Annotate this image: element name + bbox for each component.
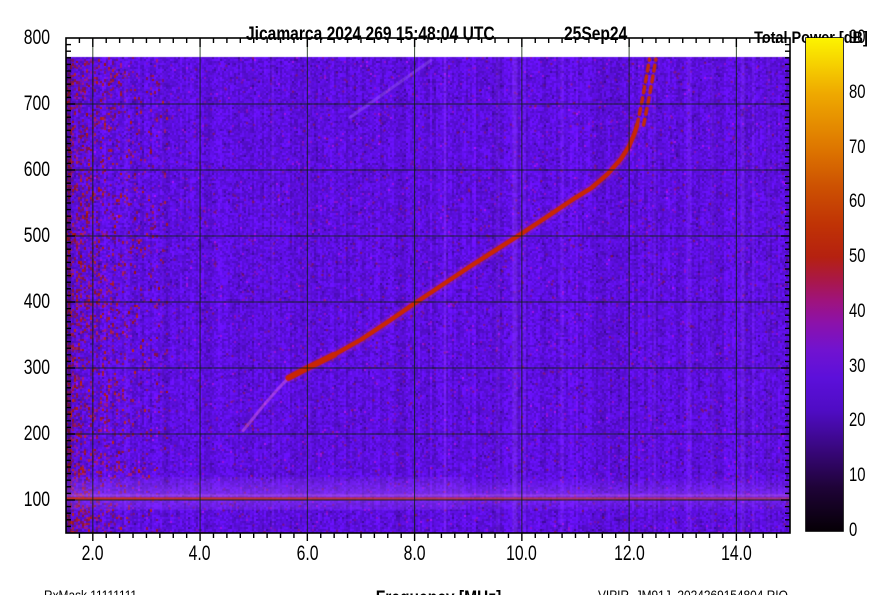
colorbar-tick-label: 70 (849, 136, 866, 158)
colorbar-tick-label: 0 (849, 520, 858, 541)
x-tick-label: 14.0 (721, 542, 752, 565)
x-tick-label: 6.0 (296, 542, 319, 565)
page-title: Jicamarca 2024 269 15:48:04 UTC (246, 24, 495, 45)
y-tick-label: 300 (23, 356, 50, 379)
file-id-label: VIPIR JM91J_2024269154804.RIQ (597, 587, 788, 595)
y-tick-label: 700 (23, 92, 50, 115)
colorbar-tick-label: 20 (849, 410, 866, 432)
x-tick-label: 10.0 (506, 542, 538, 565)
y-tick-label: 500 (23, 224, 50, 247)
rx-mask-label: RxMask 11111111 (43, 587, 137, 595)
colorbar-tick-label: 60 (849, 191, 866, 213)
x-tick-label: 8.0 (403, 542, 426, 565)
colorbar-tick-label: 80 (849, 81, 866, 103)
date-label: 25Sep24 (564, 24, 628, 45)
ionogram-heatmap (66, 38, 790, 533)
x-tick-label: 2.0 (81, 542, 104, 565)
colorbar (806, 38, 843, 531)
colorbar-tick-label: 90 (849, 27, 866, 48)
colorbar-tick-label: 50 (849, 246, 866, 268)
x-tick-label: 12.0 (613, 542, 645, 565)
y-tick-label: 600 (23, 158, 50, 181)
colorbar-title: Total Power [dB] (754, 28, 868, 47)
y-tick-label: 100 (23, 488, 50, 511)
y-tick-label: 200 (23, 422, 50, 445)
x-tick-label: 4.0 (189, 542, 212, 565)
colorbar-tick-label: 40 (849, 300, 866, 322)
colorbar-tick-label: 10 (849, 465, 866, 487)
colorbar-tick-label: 30 (849, 355, 866, 377)
y-tick-label: 800 (23, 26, 50, 49)
y-tick-label: 400 (23, 290, 50, 313)
x-axis-title: Frequency [MHz] (328, 566, 528, 595)
